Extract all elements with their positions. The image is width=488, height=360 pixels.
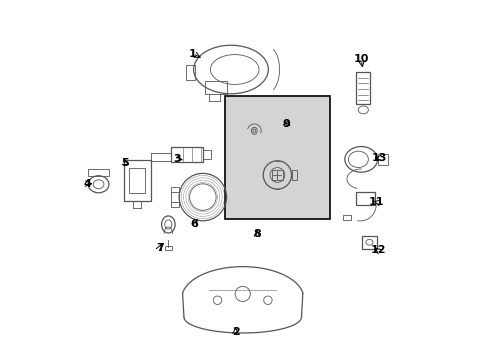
Text: 1: 1: [189, 49, 196, 59]
Bar: [129, 168, 144, 193]
Text: 2: 2: [231, 327, 239, 337]
Text: 3: 3: [173, 154, 181, 164]
Bar: [203, 150, 210, 159]
Text: 5: 5: [121, 158, 129, 168]
Text: 7: 7: [156, 243, 163, 253]
Text: 12: 12: [370, 246, 385, 256]
Text: 9: 9: [282, 119, 290, 129]
Bar: [361, 236, 376, 249]
Bar: [164, 246, 172, 251]
Text: 13: 13: [370, 153, 386, 163]
Bar: [355, 72, 370, 104]
Bar: [355, 192, 375, 205]
Bar: [170, 187, 179, 207]
Bar: [377, 154, 387, 165]
Text: 10: 10: [353, 54, 368, 64]
Bar: [186, 65, 195, 80]
Text: 6: 6: [190, 220, 198, 229]
Text: 11: 11: [368, 197, 384, 207]
Text: 4: 4: [84, 179, 92, 189]
Bar: [88, 169, 109, 176]
FancyBboxPatch shape: [224, 96, 329, 219]
Bar: [204, 81, 227, 94]
Text: 8: 8: [253, 229, 260, 239]
Bar: [271, 170, 282, 180]
Bar: [170, 147, 203, 162]
Bar: [291, 170, 296, 180]
Bar: [123, 160, 150, 201]
Bar: [343, 215, 350, 220]
